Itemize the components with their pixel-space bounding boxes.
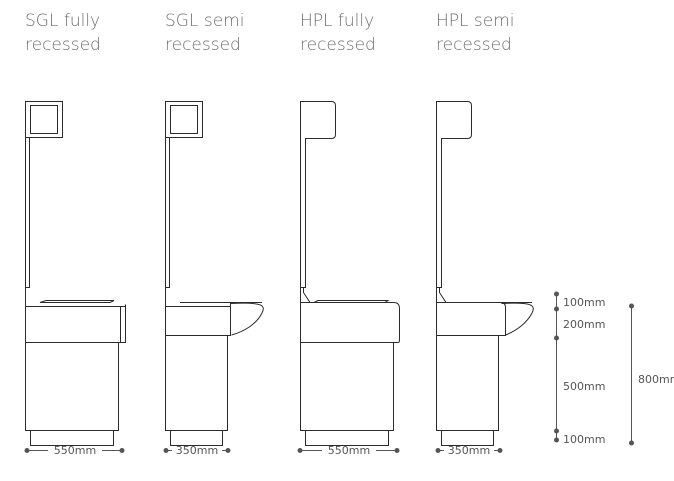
width-label-unit-4: 350mm: [448, 444, 490, 457]
top-cabinet-inner: [170, 105, 198, 134]
base-cabinet: [300, 342, 394, 431]
panel-post: [165, 137, 170, 288]
dimension-dot: [554, 291, 559, 297]
top-cabinet: [300, 101, 336, 288]
dimension-dot: [554, 437, 559, 443]
dimension-dot: [163, 448, 169, 453]
dimension-dot: [435, 448, 441, 453]
plinth: [30, 430, 114, 446]
title-line: recessed: [25, 35, 101, 55]
dimension-dot: [554, 335, 559, 341]
basin-bowl: [501, 302, 534, 336]
dimension-dot: [225, 448, 231, 453]
width-label-unit-2: 350mm: [176, 444, 218, 457]
top-cabinet: [436, 101, 472, 288]
counter: [165, 306, 231, 336]
unit-sgl-semi-recessed: [165, 101, 264, 446]
unit-hpl-semi-recessed: [436, 101, 534, 446]
plinth: [441, 430, 494, 446]
counter: [300, 302, 400, 343]
title-sgl-semi-recessed: SGL semi recessed: [165, 9, 244, 57]
unit-sgl-fully-recessed: [25, 101, 126, 446]
upstand: [300, 287, 311, 303]
title-line: recessed: [165, 35, 241, 55]
top-cabinet: [25, 101, 63, 138]
upstand: [436, 287, 447, 303]
dimension-dot: [497, 448, 503, 453]
dimension-dot: [24, 448, 30, 453]
title-line: SGL semi: [165, 11, 245, 31]
base-cabinet: [25, 342, 119, 431]
basin-bowl: [230, 302, 264, 336]
top-cabinet: [165, 101, 203, 138]
title-line: recessed: [436, 35, 512, 55]
dim-label-100-bottom: 100mm: [563, 433, 605, 446]
base-cabinet: [436, 335, 499, 431]
dim-label-500: 500mm: [563, 380, 605, 393]
dimension-dot: [629, 303, 634, 309]
counter: [25, 306, 126, 343]
dimension-dot: [394, 448, 400, 453]
dimension-dot: [297, 448, 303, 453]
dim-label-200: 200mm: [563, 318, 605, 331]
dim-label-100-top: 100mm: [563, 296, 605, 309]
title-line: HPL semi: [436, 11, 515, 31]
dimension-dot: [554, 306, 559, 312]
basin-rim: [39, 300, 115, 303]
title-line: recessed: [300, 35, 376, 55]
base-cabinet: [165, 335, 228, 431]
height-dimension: [556, 294, 632, 443]
title-sgl-fully-recessed: SGL fully recessed: [25, 9, 101, 57]
dimension-dot: [554, 428, 559, 434]
width-label-unit-3: 550mm: [328, 444, 370, 457]
title-line: HPL fully: [300, 11, 375, 31]
plinth: [170, 430, 223, 446]
dimension-dot: [629, 440, 634, 446]
plinth: [305, 430, 389, 446]
panel-post: [25, 137, 30, 288]
width-label-unit-1: 550mm: [54, 444, 96, 457]
dim-label-total: 800mm: [638, 373, 674, 386]
title-hpl-semi-recessed: HPL semi recessed: [436, 9, 515, 57]
unit-hpl-fully-recessed: [300, 101, 400, 446]
dimension-dot: [119, 448, 125, 453]
title-line: SGL fully: [25, 11, 101, 31]
counter: [436, 302, 506, 336]
basin-back: [165, 287, 231, 307]
top-cabinet-inner: [30, 105, 58, 134]
title-hpl-fully-recessed: HPL fully recessed: [300, 9, 376, 57]
basin-back: [25, 287, 126, 307]
